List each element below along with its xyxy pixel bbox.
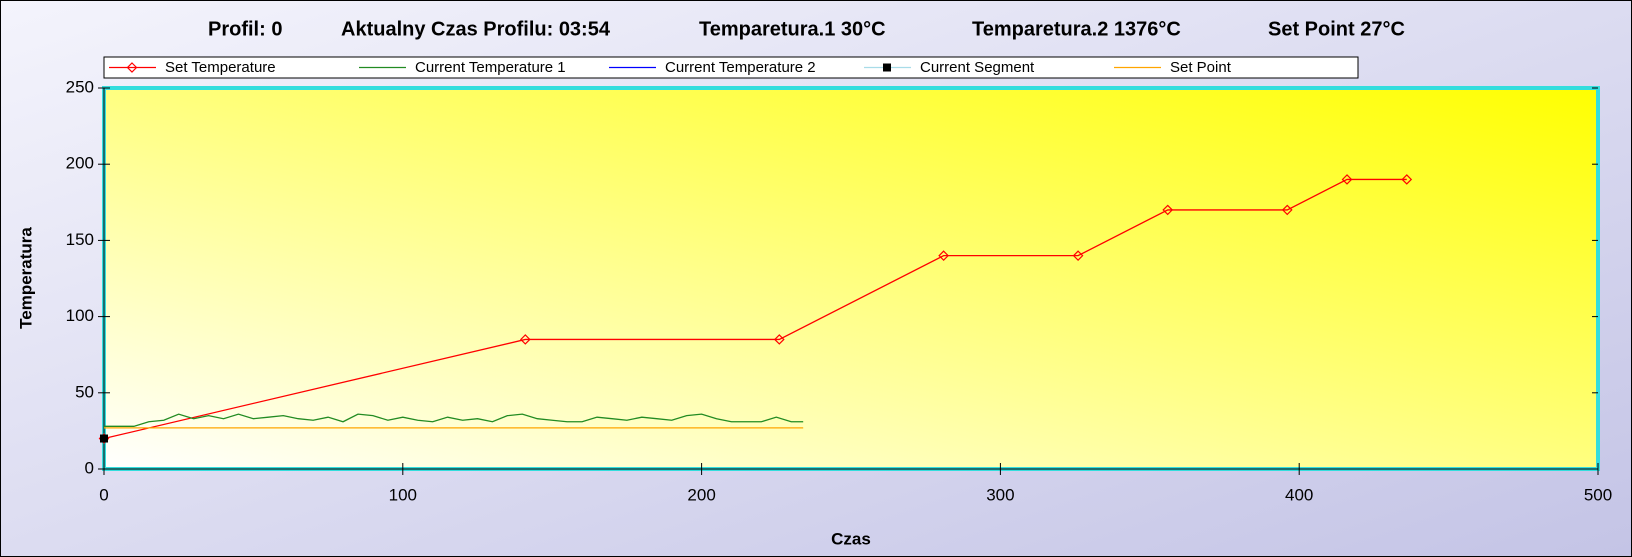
point-marker (100, 434, 108, 443)
point-marker (1162, 204, 1174, 216)
series-line (103, 178, 1407, 440)
point-marker (519, 334, 531, 345)
point-marker (938, 250, 949, 261)
legend-label: Set Temperature (165, 59, 276, 76)
header-item: Profil: 0 (208, 18, 282, 40)
legend (103, 56, 1359, 79)
series-line (104, 413, 804, 427)
x-tick-label: 300 (986, 485, 1014, 504)
header-item: Temparetura.2 1376°C (972, 18, 1181, 40)
point-marker (1281, 204, 1293, 216)
header-item: Aktualny Czas Profilu: 03:54 (341, 18, 611, 40)
y-tick-label: 100 (66, 306, 94, 325)
point-marker (1401, 174, 1413, 185)
x-axis-label: Czas (831, 529, 871, 548)
x-tick-label: 500 (1584, 485, 1612, 504)
point-marker (1341, 174, 1353, 185)
x-tick-label: 100 (389, 485, 417, 504)
y-tick-label: 150 (66, 230, 94, 249)
y-tick-label: 250 (66, 77, 94, 96)
header-item: Temparetura.1 30°C (699, 18, 886, 40)
x-tick-label: 200 (687, 485, 715, 504)
y-tick-label: 50 (75, 382, 94, 401)
x-tick-label: 0 (99, 485, 108, 504)
header-item: Set Point 27°C (1268, 18, 1405, 40)
legend-label: Current Temperature 1 (415, 59, 566, 76)
point-marker (773, 334, 785, 345)
x-tick-label: 400 (1285, 485, 1313, 504)
legend-marker (883, 63, 891, 72)
legend-marker (126, 62, 138, 73)
legend-label: Current Temperature 2 (665, 59, 816, 76)
y-tick-label: 0 (85, 458, 94, 477)
legend-label: Set Point (1170, 59, 1232, 76)
point-marker (1072, 250, 1084, 261)
y-tick-label: 200 (66, 154, 94, 173)
y-axis-label: Temperatura (16, 227, 35, 329)
plot-area (102, 86, 1600, 471)
legend-label: Current Segment (920, 59, 1035, 76)
